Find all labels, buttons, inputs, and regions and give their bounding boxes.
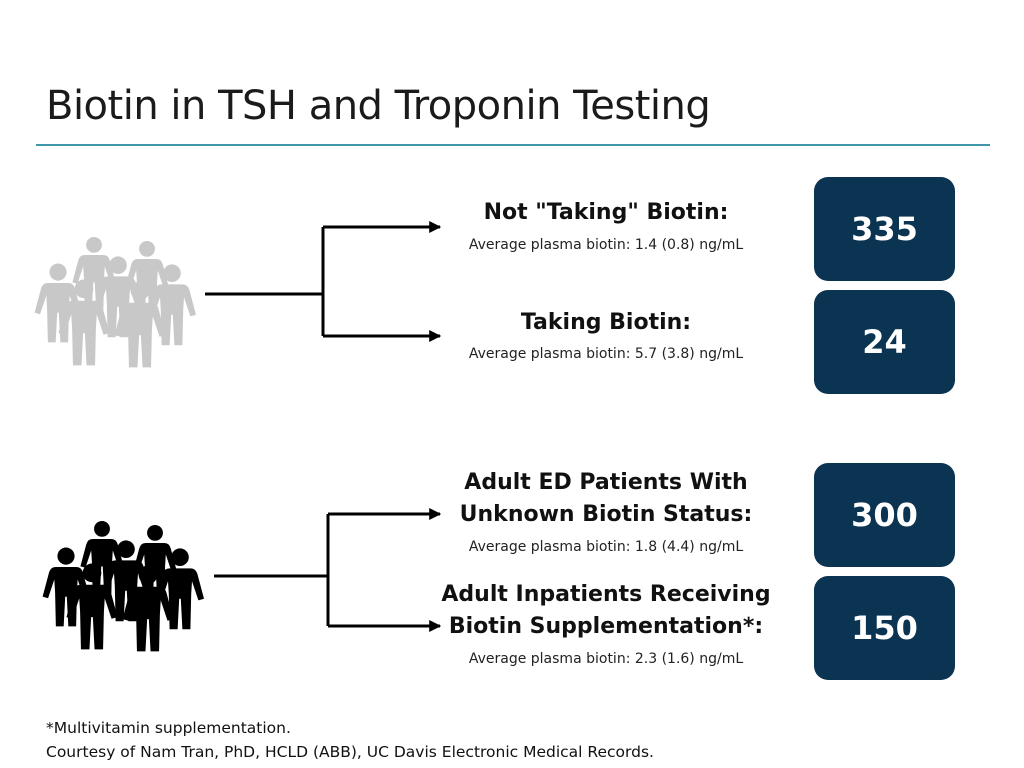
crowd-black-icon [42,520,204,652]
branch-label-inpatients-line2: Biotin Supplementation*: [448,614,764,639]
count-box-inpatients: 150 [814,576,955,680]
count-box-taking: 24 [814,290,955,394]
branch-label-ed-patients-line2: Unknown Biotin Status: [459,502,753,527]
branch-label-not-taking: Not "Taking" Biotin: [483,200,729,225]
branch-detail-taking: Average plasma biotin: 5.7 (3.8) ng/mL [468,346,744,362]
branch-label-inpatients-line1: Adult Inpatients Receiving [441,582,771,607]
crowd-gray-icon [34,236,196,368]
page-title: Biotin in TSH and Troponin Testing [46,83,711,129]
footnote-courtesy: Courtesy of Nam Tran, PhD, HCLD (ABB), U… [46,743,654,761]
count-box-ed-patients: 300 [814,463,955,567]
branch-detail-ed-patients: Average plasma biotin: 1.8 (4.4) ng/mL [468,539,744,555]
branch-detail-not-taking: Average plasma biotin: 1.4 (0.8) ng/mL [468,237,744,253]
count-box-not-taking: 335 [814,177,955,281]
footnotes: *Multivitamin supplementation. Courtesy … [46,716,654,764]
branch-detail-inpatients: Average plasma biotin: 2.3 (1.6) ng/mL [468,651,744,667]
footnote-multivitamin: *Multivitamin supplementation. [46,719,291,737]
branch-label-ed-patients-line1: Adult ED Patients With [464,470,748,495]
branch-label-taking: Taking Biotin: [520,310,692,335]
title-divider [36,144,990,146]
